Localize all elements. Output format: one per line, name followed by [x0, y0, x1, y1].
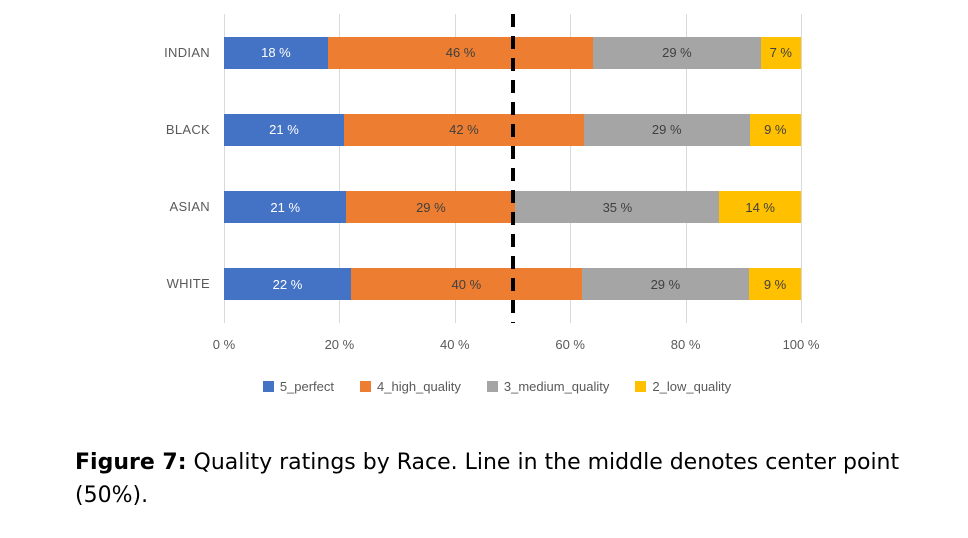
x-tick-label: 100 %: [782, 337, 820, 352]
bar-value-label: 7 %: [769, 45, 792, 61]
bar-value-label: 29 %: [650, 276, 681, 292]
legend-label: 2_low_quality: [652, 378, 732, 394]
bar-segment-3_medium_quality: 29 %: [593, 36, 761, 69]
category-label: INDIAN: [164, 44, 210, 60]
bar-value-label: 29 %: [662, 45, 692, 61]
figure-caption-text: Quality ratings by Race. Line in the mid…: [75, 450, 900, 508]
bar-row: 22 % 40 % 29 % 9 %: [224, 268, 801, 301]
legend-item-3_medium_quality: 3_medium_quality: [486, 378, 610, 394]
legend-label: 4_high_quality: [377, 378, 461, 394]
legend-marker-icon: [635, 380, 647, 392]
bar-value-label: 21 %: [270, 199, 301, 215]
legend-item-5_perfect: 5_perfect: [262, 378, 335, 394]
y-axis-labels: INDIAN BLACK ASIAN WHITE: [0, 14, 210, 323]
bar-segment-2_low_quality: 7 %: [760, 36, 801, 69]
x-tick-label: 60 %: [555, 337, 585, 352]
figure-caption-label: Figure 7:: [75, 450, 187, 475]
bar-value-label: 14 %: [745, 199, 775, 215]
bar-value-label: 29 %: [416, 199, 446, 215]
bar-segment-5_perfect: 21 %: [224, 191, 347, 224]
gridline: [570, 14, 572, 323]
bar-segment-4_high_quality: 46 %: [327, 36, 594, 69]
bar-segment-3_medium_quality: 29 %: [583, 113, 750, 146]
category-label: BLACK: [165, 121, 210, 137]
bar-segment-5_perfect: 22 %: [224, 268, 351, 301]
bar-value-label: 42 %: [449, 122, 479, 138]
bar-segment-4_high_quality: 29 %: [346, 191, 516, 224]
gridline: [339, 14, 341, 323]
bar-row: 21 % 29 % 35 % 14 %: [224, 191, 801, 224]
bar-segment-3_medium_quality: 29 %: [581, 268, 750, 301]
x-tick-label: 0 %: [212, 337, 236, 352]
x-axis: 0 % 20 % 40 % 60 % 80 % 100 %: [213, 337, 820, 355]
legend-marker-icon: [486, 380, 498, 392]
figure-caption: Figure 7: Quality ratings by Race. Line …: [75, 446, 910, 512]
bar-row: 18 % 46 % 29 % 7 %: [224, 36, 801, 69]
category-label: WHITE: [166, 276, 210, 292]
gridline: [224, 14, 225, 323]
bar-value-label: 18 %: [261, 45, 291, 61]
bar-segment-2_low_quality: 14 %: [719, 191, 801, 224]
x-tick-label: 20 %: [324, 337, 355, 352]
plot-area: 18 % 46 % 29 % 7 % 21 % 42 % 29 % 9 % 21 % 29 % 35…: [224, 14, 802, 323]
legend-marker-icon: [360, 380, 372, 392]
bar-value-label: 35 %: [602, 199, 633, 215]
gridline: [801, 14, 802, 323]
legend-item-2_low_quality: 2_low_quality: [635, 379, 731, 394]
bar-row: 21 % 42 % 29 % 9 %: [224, 113, 801, 146]
bar-value-label: 22 %: [272, 276, 303, 292]
legend-label: 3_medium_quality: [503, 378, 610, 394]
bar-segment-5_perfect: 21 %: [224, 113, 344, 146]
bar-segment-3_medium_quality: 35 %: [515, 191, 720, 224]
quality-ratings-stacked-bar-chart: INDIAN BLACK ASIAN WHITE 18 % 46 % 29 % 7 % 21 …: [0, 14, 968, 395]
bar-value-label: 29 %: [651, 122, 682, 138]
category-label: ASIAN: [169, 199, 210, 215]
legend-marker-icon: [262, 380, 274, 392]
center-reference-line: [510, 14, 515, 323]
x-tick-label: 40 %: [439, 337, 470, 352]
legend: 5_perfect 4_high_quality 3_medium_quality 2…: [26, 377, 968, 395]
bar-value-label: 40 %: [451, 276, 482, 292]
legend-item-4_high_quality: 4_high_quality: [360, 379, 461, 394]
bar-segment-4_high_quality: 40 %: [350, 268, 582, 301]
bar-value-label: 21 %: [269, 122, 299, 138]
bar-value-label: 9 %: [763, 276, 787, 292]
bar-segment-2_low_quality: 9 %: [749, 113, 801, 146]
gridline: [685, 14, 687, 323]
bar-segment-4_high_quality: 42 %: [343, 113, 584, 146]
bar-segment-5_perfect: 18 %: [224, 36, 328, 69]
bar-value-label: 9 %: [764, 122, 787, 138]
gridline: [454, 14, 456, 323]
x-tick-label: 80 %: [670, 337, 701, 352]
legend-label: 5_perfect: [279, 378, 335, 394]
bar-value-label: 46 %: [445, 45, 476, 61]
bar-segment-2_low_quality: 9 %: [749, 268, 801, 301]
